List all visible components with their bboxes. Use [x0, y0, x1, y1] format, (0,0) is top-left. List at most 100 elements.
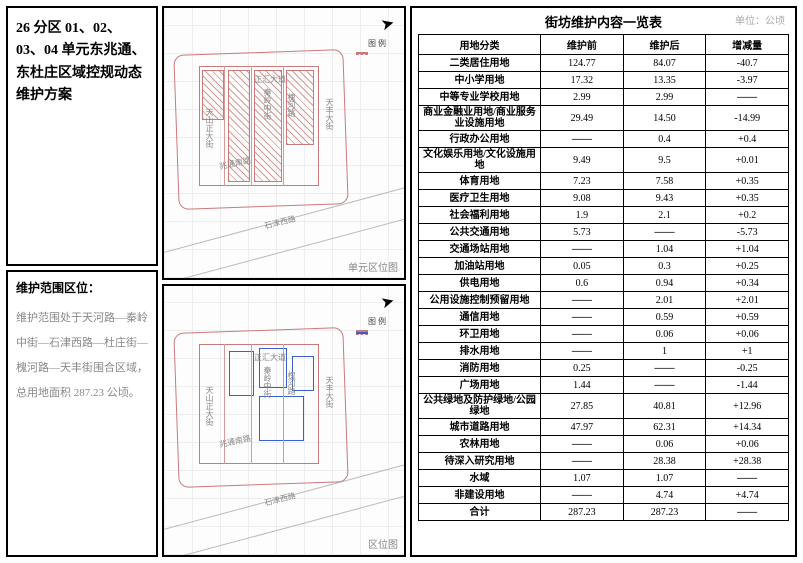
- cell-value: -14.99: [706, 106, 789, 131]
- cell-value: +0.34: [706, 275, 789, 292]
- table-row: 通信用地——0.59+0.59: [419, 309, 789, 326]
- cell-value: -1.44: [706, 377, 789, 394]
- cell-value: 1.07: [541, 470, 624, 487]
- left-column: 26 分区 01、02、03、04 单元东兆通、东杜庄区域控规动态维护方案 维护…: [6, 6, 158, 557]
- table-row: 中等专业学校用地2.992.99——: [419, 89, 789, 106]
- cell-category: 城市道路用地: [419, 419, 541, 436]
- location-panel: 维护范围区位： 维护范围处于天河路—秦岭中街—石津西路—杜庄街—槐河路—天丰街围…: [6, 270, 158, 557]
- cell-value: 2.99: [623, 89, 706, 106]
- document-title: 26 分区 01、02、03、04 单元东兆通、东杜庄区域控规动态维护方案: [16, 18, 148, 108]
- map-top: 天山正大街 兆通南路 石津西路 天丰大街 秦岭中街 正汇大道 槐河路 ➤ 图 例…: [162, 6, 406, 280]
- table-row: 商业金融业用地/商业服务业设施用地29.4914.50-14.99: [419, 106, 789, 131]
- cell-value: 0.3: [623, 258, 706, 275]
- cell-value: 17.32: [541, 72, 624, 89]
- cell-category: 中等专业学校用地: [419, 89, 541, 106]
- cell-category: 体育用地: [419, 173, 541, 190]
- table-row: 环卫用地——0.06+0.06: [419, 326, 789, 343]
- land-use-table: 用地分类 维护前 维护后 增减量 二类居住用地124.7784.07-40.7中…: [418, 34, 789, 521]
- table-row: 交通场站用地——1.04+1.04: [419, 241, 789, 258]
- map-road: [251, 66, 252, 186]
- cell-value: 62.31: [623, 419, 706, 436]
- cell-category: 医疗卫生用地: [419, 190, 541, 207]
- table-row: 非建设用地——4.74+4.74: [419, 487, 789, 504]
- table-header-row: 街坊维护内容一览表 单位：公顷: [418, 12, 789, 31]
- cell-value: -0.25: [706, 360, 789, 377]
- street-label: 槐河路: [286, 371, 297, 395]
- cell-value: +0.35: [706, 190, 789, 207]
- cell-category: 行政办公用地: [419, 131, 541, 148]
- cell-value: ——: [623, 377, 706, 394]
- legend-swatch: [356, 54, 368, 56]
- cell-value: +1.04: [706, 241, 789, 258]
- cell-value: ——: [541, 343, 624, 360]
- table-header: 用地分类 维护前 维护后 增减量: [419, 35, 789, 55]
- street-label: 秦岭中街: [262, 366, 273, 398]
- cell-value: 0.06: [623, 326, 706, 343]
- cell-value: 1.44: [541, 377, 624, 394]
- cell-value: +4.74: [706, 487, 789, 504]
- cell-category: 二类居住用地: [419, 55, 541, 72]
- map-block: [254, 70, 282, 182]
- legend-title: 图 例: [356, 316, 398, 328]
- table-row: 城市道路用地47.9762.31+14.34: [419, 419, 789, 436]
- table-row: 社会福利用地1.92.1+0.2: [419, 207, 789, 224]
- map-selection: [259, 396, 304, 441]
- street-label: 正汇大道: [254, 74, 286, 85]
- cell-value: 9.49: [541, 148, 624, 173]
- cell-value: 0.94: [623, 275, 706, 292]
- cell-category: 消防用地: [419, 360, 541, 377]
- cell-value: 4.74: [623, 487, 706, 504]
- cell-value: ——: [706, 89, 789, 106]
- cell-value: 14.50: [623, 106, 706, 131]
- street-label: 槐河路: [286, 93, 297, 117]
- table-unit: 单位：公顷: [735, 12, 785, 27]
- table-row: 消防用地0.25——-0.25: [419, 360, 789, 377]
- map-legend: 图 例: [356, 316, 398, 336]
- table-body: 二类居住用地124.7784.07-40.7中小学用地17.3213.35-3.…: [419, 55, 789, 521]
- cell-value: 0.6: [541, 275, 624, 292]
- cell-value: -5.73: [706, 224, 789, 241]
- cell-value: 40.81: [623, 394, 706, 419]
- cell-value: +0.25: [706, 258, 789, 275]
- table-row: 中小学用地17.3213.35-3.97: [419, 72, 789, 89]
- table-row: 公用设施控制预留用地——2.01+2.01: [419, 292, 789, 309]
- location-body: 维护范围处于天河路—秦岭中街—石津西路—杜庄街—槐河路—天丰街围合区域，总用地面…: [16, 306, 148, 407]
- col-category: 用地分类: [419, 35, 541, 55]
- cell-category: 通信用地: [419, 309, 541, 326]
- cell-value: ——: [541, 487, 624, 504]
- cell-category: 排水用地: [419, 343, 541, 360]
- cell-category: 公用设施控制预留用地: [419, 292, 541, 309]
- cell-value: +2.01: [706, 292, 789, 309]
- cell-value: 47.97: [541, 419, 624, 436]
- legend-swatch: [356, 334, 368, 336]
- table-panel: 街坊维护内容一览表 单位：公顷 用地分类 维护前 维护后 增减量 二类居住用地1…: [410, 6, 797, 557]
- cell-value: 1.07: [623, 470, 706, 487]
- cell-value: ——: [541, 292, 624, 309]
- table-row: 医疗卫生用地9.089.43+0.35: [419, 190, 789, 207]
- cell-value: 13.35: [623, 72, 706, 89]
- maps-column: 天山正大街 兆通南路 石津西路 天丰大街 秦岭中街 正汇大道 槐河路 ➤ 图 例…: [162, 6, 406, 557]
- cell-value: ——: [541, 241, 624, 258]
- cell-value: ——: [541, 326, 624, 343]
- cell-value: +1: [706, 343, 789, 360]
- cell-value: 287.23: [623, 504, 706, 521]
- map-road: [251, 344, 252, 464]
- cell-value: ——: [541, 131, 624, 148]
- cell-value: 1.9: [541, 207, 624, 224]
- col-before: 维护前: [541, 35, 624, 55]
- cell-value: +14.34: [706, 419, 789, 436]
- cell-value: 29.49: [541, 106, 624, 131]
- cell-category: 公共绿地及防护绿地/公园绿地: [419, 394, 541, 419]
- cell-value: -40.7: [706, 55, 789, 72]
- cell-value: +12.96: [706, 394, 789, 419]
- cell-value: 9.43: [623, 190, 706, 207]
- cell-value: 28.38: [623, 453, 706, 470]
- legend-title: 图 例: [356, 38, 398, 50]
- cell-category: 社会福利用地: [419, 207, 541, 224]
- map-bottom: 天山正大街 兆通南路 石津西路 天丰大街 秦岭中街 正汇大道 槐河路 ➤ 图 例…: [162, 284, 406, 558]
- cell-value: 27.85: [541, 394, 624, 419]
- cell-value: ——: [623, 224, 706, 241]
- table-row: 文化娱乐用地/文化设施用地9.499.5+0.01: [419, 148, 789, 173]
- street-label: 秦岭中街: [262, 88, 273, 120]
- cell-value: 9.08: [541, 190, 624, 207]
